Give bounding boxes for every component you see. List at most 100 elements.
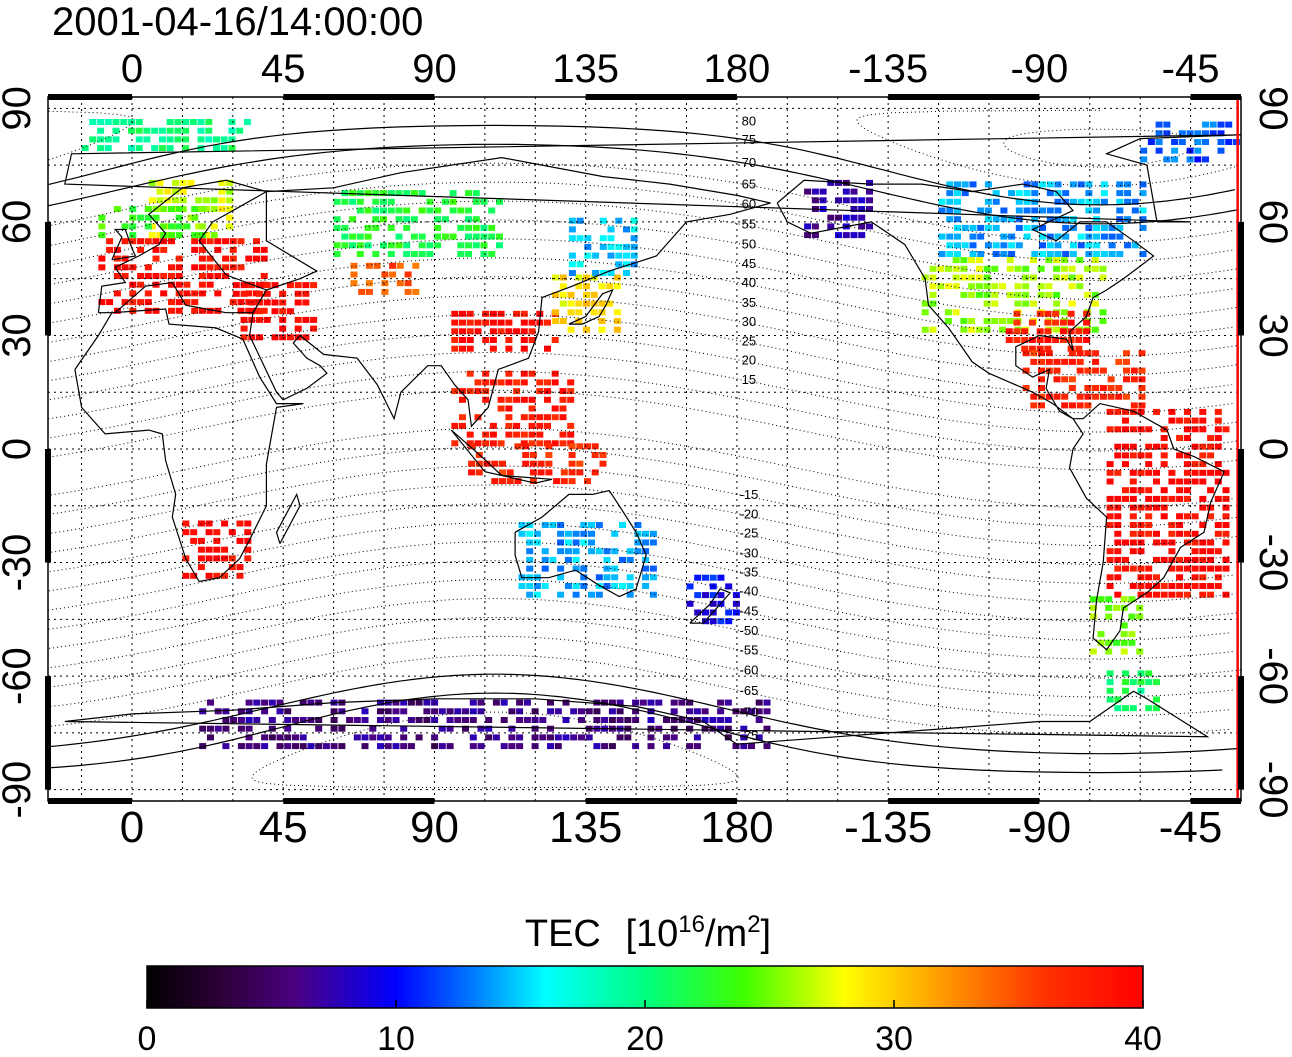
tec-cell	[559, 396, 567, 403]
tec-cell	[992, 224, 1000, 231]
tec-cell	[198, 238, 206, 245]
contour-label: 15	[742, 372, 756, 387]
tec-cell	[485, 725, 493, 732]
tec-cell	[195, 197, 203, 204]
tec-cell	[299, 734, 307, 741]
tec-cell	[98, 299, 106, 306]
tec-cell	[693, 708, 701, 715]
tec-cell	[1163, 130, 1171, 137]
contour-label: -55	[740, 642, 759, 657]
tec-cell	[1186, 156, 1194, 163]
tec-cell	[952, 257, 960, 264]
tec-cell	[514, 443, 522, 450]
tec-cell	[1031, 198, 1039, 205]
tec-cell	[1014, 283, 1022, 290]
tec-cell	[210, 232, 218, 239]
tec-cell	[1100, 224, 1108, 231]
tec-cell	[284, 743, 292, 750]
tec-cell	[528, 328, 536, 335]
tec-cell	[237, 264, 245, 271]
tec-cell	[983, 300, 991, 307]
contour-label: 40	[742, 275, 756, 290]
contour-label: -45	[740, 603, 759, 618]
tec-cell	[1122, 461, 1129, 468]
tec-cell	[649, 539, 657, 546]
tec-cell	[1137, 426, 1145, 433]
tec-cell	[218, 206, 226, 212]
tec-cell	[725, 618, 733, 625]
tec-cell	[564, 556, 572, 563]
tec-cell	[387, 251, 395, 257]
tec-cell	[497, 328, 505, 335]
coastline	[1068, 402, 1225, 651]
tec-cell	[377, 708, 384, 715]
tec-cell	[544, 319, 551, 326]
tec-cell	[418, 242, 426, 249]
tec-cell	[842, 232, 850, 239]
tec-cell	[480, 251, 488, 257]
tec-cell	[520, 370, 528, 377]
magnetic-contour	[48, 673, 1237, 755]
contour-label: -40	[740, 584, 759, 599]
tec-cell	[1045, 257, 1053, 264]
tec-cell	[1114, 443, 1122, 450]
tec-cell	[536, 379, 544, 386]
tec-cell	[384, 743, 392, 750]
tec-cell	[1039, 242, 1046, 249]
tec-cell	[261, 699, 269, 706]
tec-cell	[557, 530, 565, 537]
tec-cell	[1044, 319, 1052, 326]
tec-cell	[1199, 452, 1207, 459]
tec-cell	[263, 282, 271, 289]
tec-cell	[400, 743, 408, 750]
tec-cell	[1137, 504, 1145, 511]
tec-cell	[197, 145, 205, 152]
tec-cell	[560, 469, 568, 476]
tec-cell	[1068, 358, 1076, 365]
tec-cell	[1091, 265, 1099, 272]
tec-cell	[601, 743, 609, 750]
tec-cell	[341, 233, 349, 240]
tec-cell	[232, 282, 240, 289]
tec-cell	[921, 309, 929, 316]
y-tick-label-left: 90	[0, 86, 39, 130]
tec-cell	[952, 283, 960, 290]
tec-cell	[237, 307, 245, 314]
tec-cell	[284, 717, 292, 723]
tec-cell	[222, 743, 230, 750]
tec-cell	[1120, 648, 1128, 655]
tec-cell	[1178, 130, 1186, 137]
tec-cell	[1036, 328, 1044, 335]
tec-cell	[1039, 233, 1046, 240]
tec-cell	[1199, 461, 1207, 468]
tec-cell	[1145, 565, 1153, 572]
tec-cell	[528, 370, 536, 377]
tec-cell	[364, 207, 372, 214]
tec-cell	[1114, 426, 1122, 433]
tec-cell	[1084, 393, 1092, 400]
tec-cell	[120, 119, 128, 125]
tec-cell	[482, 310, 490, 317]
tec-cell	[121, 255, 129, 262]
tec-cell	[497, 396, 505, 403]
tec-cell	[858, 232, 866, 239]
tec-cell	[489, 328, 497, 335]
tec-cell	[968, 283, 976, 290]
tec-cell	[152, 273, 160, 279]
tec-cell	[1022, 350, 1030, 357]
tec-cell	[222, 708, 230, 715]
tec-cell	[480, 224, 488, 231]
tec-cell	[228, 555, 236, 562]
tec-cell	[1145, 452, 1153, 459]
tec-cell	[175, 299, 183, 306]
tec-cell	[404, 271, 412, 278]
tec-cell	[349, 216, 357, 223]
contour-label: -60	[740, 662, 759, 677]
tec-cell	[505, 345, 513, 352]
tec-cell	[129, 214, 137, 221]
tec-cell	[593, 743, 601, 750]
tec-cell	[1015, 224, 1023, 231]
tec-cell	[570, 734, 578, 741]
tec-cell	[426, 242, 434, 249]
tec-cell	[1191, 417, 1199, 424]
